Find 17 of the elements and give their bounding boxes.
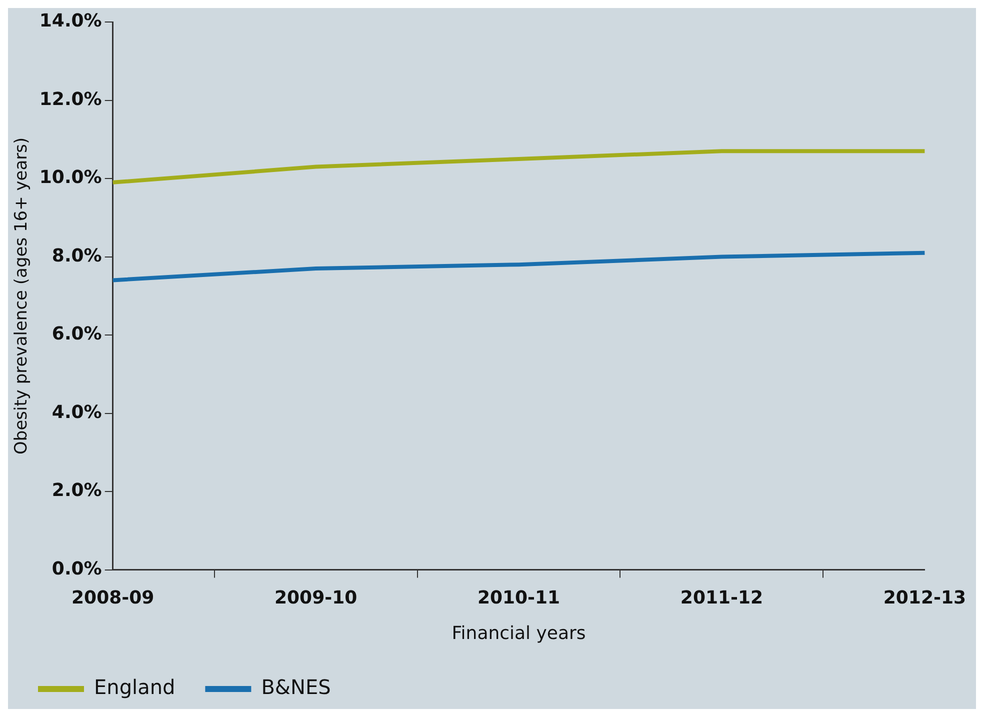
legend-label: B&NES (261, 675, 331, 700)
y-tick-label: 2.0% (52, 480, 102, 502)
y-tick-label: 10.0% (39, 167, 102, 188)
y-tick-label: 14.0% (39, 10, 102, 32)
x-tick-label: 2011-12 (680, 587, 764, 608)
x-tick-label: 2008-09 (72, 587, 154, 608)
y-tick-label: 12.0% (39, 88, 102, 110)
x-tick-label: 2012-13 (883, 587, 966, 608)
x-tick-label: 2010-11 (477, 587, 560, 608)
y-tick-label: 4.0% (52, 402, 102, 423)
x-tick-label: 2009-10 (274, 587, 358, 608)
y-tick-label: 0.0% (52, 558, 102, 580)
y-tick-label: 8.0% (52, 245, 102, 266)
legend-label: England (94, 675, 176, 700)
y-axis-title: Obesity prevalence (ages 16+ years) (12, 137, 32, 454)
y-tick-label: 6.0% (52, 324, 102, 345)
x-axis-title: Financial years (452, 622, 586, 644)
